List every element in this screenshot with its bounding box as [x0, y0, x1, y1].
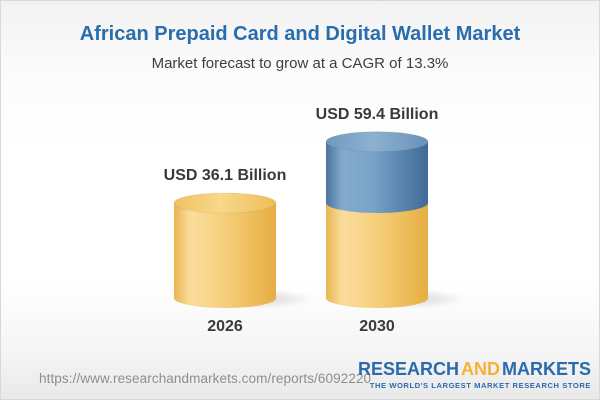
- base-segment-bottom-rim: [326, 288, 428, 308]
- base-segment-bottom-rim: [174, 288, 276, 308]
- growth-segment-bottom-rim: [326, 192, 428, 213]
- value-label-2030: USD 59.4 Billion: [315, 105, 439, 123]
- logo-word-markets: MARKETS: [502, 359, 591, 379]
- cylinder-2026: [173, 192, 313, 309]
- base-segment-body: [174, 202, 276, 298]
- chart-title: African Prepaid Card and Digital Wallet …: [79, 23, 521, 45]
- cylinder-top-face: [173, 192, 277, 214]
- logo-tagline: THE WORLD'S LARGEST MARKET RESEARCH STOR…: [369, 381, 591, 390]
- category-label-2026: 2026: [207, 318, 243, 335]
- chart-header: African Prepaid Card and Digital Wallet …: [1, 22, 599, 73]
- cylinder-top-face: [325, 131, 429, 153]
- logo-word-and: AND: [461, 359, 500, 379]
- value-label-2026: USD 36.1 Billion: [163, 166, 287, 184]
- growth-segment-body: [326, 141, 428, 203]
- logo-wordmark: RESEARCH AND MARKETS: [358, 360, 591, 379]
- report-url[interactable]: https://www.researchandmarkets.com/repor…: [39, 371, 372, 386]
- base-segment-body: [326, 202, 428, 298]
- category-label-2030: 2030: [359, 318, 395, 335]
- chart-subtitle: Market forecast to grow at a CAGR of 13.…: [151, 55, 449, 72]
- logo-word-research: RESEARCH: [357, 359, 459, 379]
- cylinder-2030: [325, 131, 465, 309]
- research-and-markets-logo: RESEARCH AND MARKETS THE WORLD'S LARGEST M…: [358, 360, 591, 391]
